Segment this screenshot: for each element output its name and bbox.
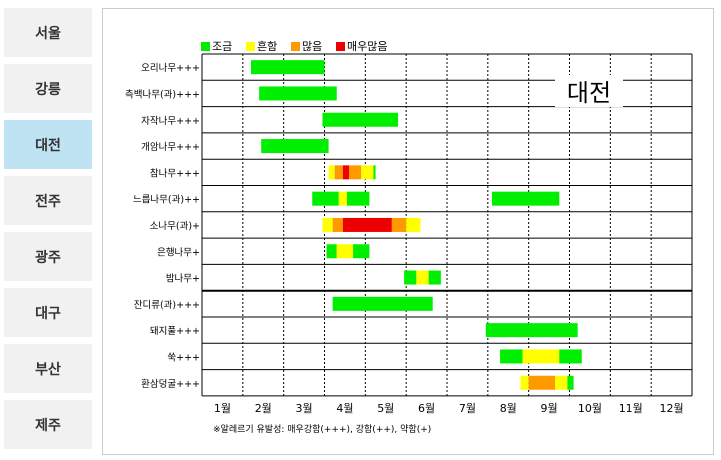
x-tick-label: 12월 bbox=[660, 402, 684, 415]
chart-title: 대전 bbox=[567, 79, 611, 107]
x-tick-label: 4월 bbox=[336, 402, 353, 415]
pollen-bar-high bbox=[528, 375, 556, 390]
row-label: 잔디류(과)+++ bbox=[134, 300, 200, 311]
sidebar-item-seoul[interactable]: 서울 bbox=[4, 8, 92, 57]
sidebar-item-daegu[interactable]: 대구 bbox=[4, 288, 92, 337]
pollen-bar-normal bbox=[522, 349, 560, 364]
row-label: 쑥+++ bbox=[167, 352, 200, 363]
legend-label-low: 조금 bbox=[212, 40, 232, 53]
pollen-bar-normal bbox=[520, 375, 529, 390]
x-tick-label: 5월 bbox=[377, 402, 394, 415]
pollen-bar-low bbox=[259, 86, 337, 101]
row-label: 참나무+++ bbox=[150, 168, 200, 179]
pollen-bar-low bbox=[251, 60, 325, 75]
pollen-bar-low bbox=[312, 191, 339, 206]
legend-swatch-low bbox=[201, 42, 210, 51]
pollen-bar-normal bbox=[406, 217, 421, 232]
sidebar-item-jeonju[interactable]: 전주 bbox=[4, 176, 92, 225]
pollen-bar-low bbox=[346, 191, 370, 206]
legend-swatch-very_high bbox=[336, 42, 345, 51]
row-label: 오리나무+++ bbox=[141, 63, 200, 74]
legend-swatch-normal bbox=[246, 42, 255, 51]
pollen-bar-normal bbox=[328, 165, 335, 180]
x-tick-label: 10월 bbox=[578, 402, 602, 415]
sidebar-item-busan[interactable]: 부산 bbox=[4, 344, 92, 393]
pollen-bar-low bbox=[332, 296, 433, 311]
x-tick-label: 6월 bbox=[418, 402, 435, 415]
legend-swatch-high bbox=[291, 42, 300, 51]
x-tick-label: 1월 bbox=[214, 402, 231, 415]
pollen-bar-high bbox=[391, 217, 407, 232]
legend-label-very_high: 매우많음 bbox=[347, 40, 387, 53]
row-label: 소나무(과)+ bbox=[150, 221, 200, 232]
row-label: 느릅나무(과)++ bbox=[133, 195, 200, 206]
pollen-bar-normal bbox=[338, 191, 347, 206]
row-label: 환삼덩굴+++ bbox=[141, 378, 200, 390]
pollen-bar-high bbox=[334, 165, 343, 180]
sidebar-item-jeju[interactable]: 제주 bbox=[4, 400, 92, 449]
pollen-bar-high bbox=[349, 165, 362, 180]
sidebar-item-daejeon[interactable]: 대전 bbox=[4, 120, 92, 169]
pollen-bar-very_high bbox=[342, 217, 392, 232]
pollen-bar-normal bbox=[555, 375, 568, 390]
pollen-bar-normal bbox=[361, 165, 374, 180]
pollen-bar-normal bbox=[336, 244, 354, 259]
x-tick-label: 11월 bbox=[619, 402, 643, 415]
x-tick-label: 3월 bbox=[296, 402, 313, 415]
pollen-bar-very_high bbox=[342, 165, 349, 180]
sidebar-item-gwangju[interactable]: 광주 bbox=[4, 232, 92, 281]
pollen-bar-low bbox=[326, 244, 337, 259]
row-label: 은행나무+ bbox=[157, 246, 200, 258]
pollen-bar-normal bbox=[322, 217, 333, 232]
x-tick-label: 8월 bbox=[500, 402, 517, 415]
row-label: 돼지풀+++ bbox=[150, 326, 200, 337]
row-label: 자작나무+++ bbox=[141, 116, 200, 127]
pollen-bar-low bbox=[485, 323, 578, 338]
title-background bbox=[555, 75, 623, 107]
pollen-bar-low bbox=[500, 349, 523, 364]
row-label: 측백나무(과)+++ bbox=[125, 89, 200, 100]
legend-label-high: 많음 bbox=[302, 40, 322, 53]
pollen-bar-low bbox=[567, 375, 574, 390]
sidebar-item-gangneung[interactable]: 강릉 bbox=[4, 64, 92, 113]
region-sidebar: 서울 강릉 대전 전주 광주 대구 부산 제주 bbox=[0, 0, 96, 460]
x-tick-label: 2월 bbox=[255, 402, 272, 415]
pollen-bar-low bbox=[559, 349, 582, 364]
pollen-bar-low bbox=[428, 270, 441, 285]
pollen-bar-low bbox=[404, 270, 417, 285]
pollen-bar-low bbox=[491, 191, 560, 206]
legend-label-normal: 흔함 bbox=[257, 40, 277, 53]
row-label: 개암나무+++ bbox=[141, 141, 200, 153]
pollen-bar-low bbox=[353, 244, 370, 259]
x-tick-label: 9월 bbox=[541, 402, 558, 415]
row-label: 밤나무+ bbox=[166, 274, 200, 285]
footnote: ※알레르기 유발성: 매우강함(+++), 강함(++), 약함(+) bbox=[213, 423, 431, 435]
pollen-bar-low bbox=[373, 165, 376, 180]
pollen-bar-low bbox=[261, 139, 329, 154]
pollen-bar-low bbox=[322, 112, 398, 127]
pollen-bar-normal bbox=[416, 270, 429, 285]
pollen-bar-high bbox=[332, 217, 343, 232]
x-tick-label: 7월 bbox=[459, 402, 476, 415]
